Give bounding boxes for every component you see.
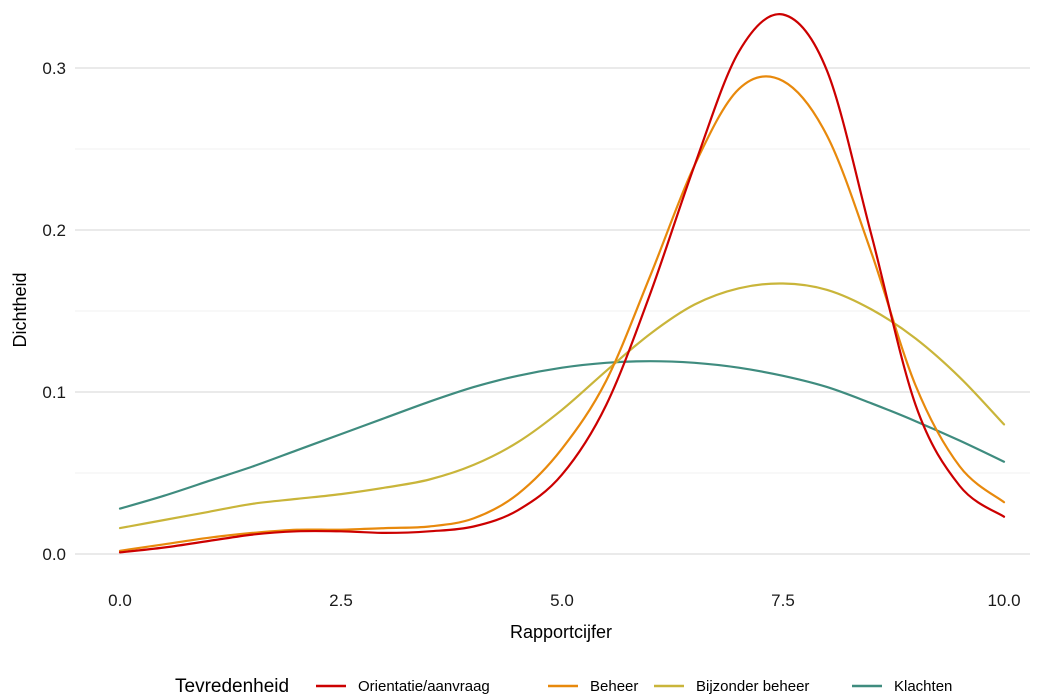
legend-label-orientatie-aanvraag: Orientatie/aanvraag <box>358 678 490 695</box>
x-tick-label: 10.0 <box>987 591 1020 610</box>
x-axis-title: Rapportcijfer <box>510 622 612 642</box>
grid-lines <box>75 67 1030 555</box>
legend: Tevredenheid Orientatie/aanvraag Beheer Bi… <box>175 676 952 697</box>
x-tick-label: 5.0 <box>550 591 574 610</box>
y-tick-label: 0.2 <box>42 221 66 240</box>
series-line-klachten <box>118 360 1006 510</box>
x-tick-label: 0.0 <box>108 591 132 610</box>
series-lines <box>118 13 1006 554</box>
series-line-bijzonder-beheer <box>118 282 1006 530</box>
legend-label-beheer: Beheer <box>590 678 638 695</box>
x-tick-label: 7.5 <box>771 591 795 610</box>
series-line-beheer <box>118 75 1006 552</box>
y-tick-label: 0.1 <box>42 383 66 402</box>
series-line-orientatie-aanvraag <box>118 13 1006 554</box>
x-tick-label: 2.5 <box>329 591 353 610</box>
y-tick-label: 0.3 <box>42 59 66 78</box>
legend-title: Tevredenheid <box>175 676 289 697</box>
y-tick-labels: 0.0 0.1 0.2 0.3 <box>42 59 66 564</box>
y-axis-title: Dichtheid <box>10 272 30 347</box>
y-tick-label: 0.0 <box>42 545 66 564</box>
legend-label-klachten: Klachten <box>894 678 952 695</box>
x-tick-labels: 0.0 2.5 5.0 7.5 10.0 <box>108 591 1020 610</box>
legend-label-bijzonder-beheer: Bijzonder beheer <box>696 678 809 695</box>
